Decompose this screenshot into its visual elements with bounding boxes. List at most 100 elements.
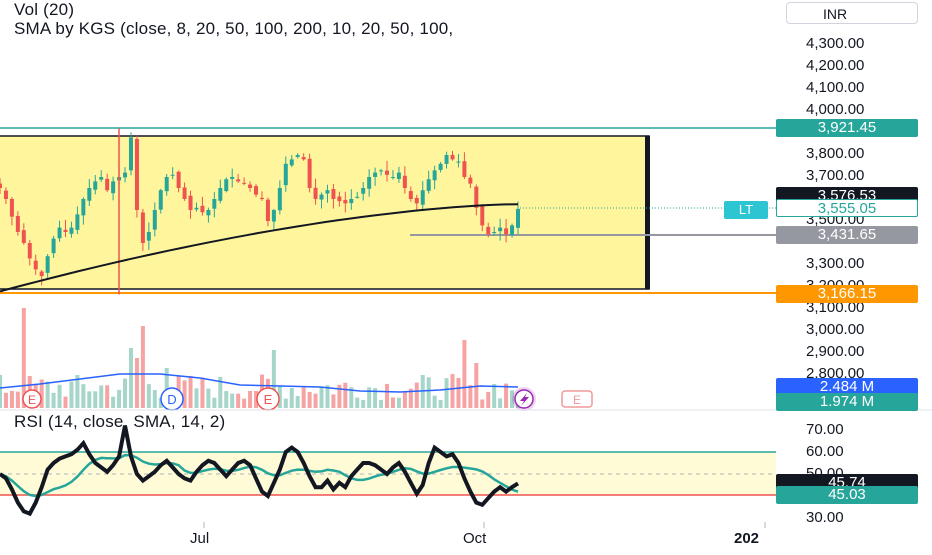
candle[interactable] [81,199,86,216]
event-marker-earnings-3[interactable]: E [561,390,593,408]
candle[interactable] [134,138,139,210]
rsi-ma-line[interactable] [0,453,519,498]
candle[interactable] [307,158,312,188]
rsi-line[interactable] [0,425,520,517]
volume-ma-line[interactable] [0,373,519,393]
candle[interactable] [27,243,32,259]
candle[interactable] [301,157,306,160]
candle[interactable] [57,227,62,239]
candle[interactable] [206,210,211,216]
candle[interactable] [123,172,128,178]
candle[interactable] [426,179,431,191]
candle[interactable] [337,196,342,202]
candle[interactable] [510,225,515,235]
candle[interactable] [450,154,455,160]
candle[interactable] [456,161,461,163]
candle[interactable] [158,190,163,210]
candle[interactable] [420,190,425,205]
event-marker-dividend[interactable]: D [160,387,184,411]
candle[interactable] [242,182,247,184]
candle[interactable] [63,229,68,232]
candle[interactable] [265,199,270,221]
candle[interactable] [319,194,324,200]
candle[interactable] [170,174,175,176]
candle[interactable] [367,177,372,189]
candle[interactable] [498,227,503,232]
candle[interactable] [0,183,2,188]
candle[interactable] [295,155,300,157]
candle[interactable] [15,216,20,232]
candle[interactable] [75,214,80,230]
candle[interactable] [343,199,348,204]
candle[interactable] [480,205,485,226]
candle[interactable] [432,170,437,181]
candle[interactable] [408,191,413,199]
candle[interactable] [188,195,193,210]
candle[interactable] [504,228,509,235]
candle[interactable] [277,188,282,211]
candle[interactable] [373,172,378,177]
candle[interactable] [93,181,98,190]
candle[interactable] [3,190,8,199]
candle[interactable] [355,196,360,198]
candle[interactable] [140,212,145,243]
candle[interactable] [390,177,395,178]
candle[interactable] [349,199,354,204]
candle[interactable] [128,137,133,171]
candle[interactable] [218,188,223,201]
volume-legend[interactable]: Vol (20) [14,0,75,19]
candle[interactable] [9,198,14,217]
candle[interactable] [283,163,288,186]
candle[interactable] [385,170,390,175]
candle[interactable] [271,210,276,222]
candle[interactable] [176,171,181,188]
candle[interactable] [313,187,318,199]
candle[interactable] [379,170,384,172]
candle[interactable] [468,177,473,184]
candle[interactable] [182,187,187,199]
candle[interactable] [289,159,294,166]
candle[interactable] [39,271,44,276]
lt-symbol-badge[interactable]: LT [724,201,768,219]
candle[interactable] [224,179,229,192]
candle[interactable] [105,178,110,191]
candle[interactable] [414,197,419,204]
candle[interactable] [236,179,241,182]
candle[interactable] [111,181,116,194]
candle[interactable] [492,232,497,233]
candle[interactable] [396,172,401,179]
candle[interactable] [21,230,26,243]
candle[interactable] [69,227,74,234]
candle[interactable] [200,205,205,213]
candle[interactable] [194,207,199,210]
candle[interactable] [444,155,449,164]
candle[interactable] [248,184,253,188]
sma-line[interactable] [0,203,519,293]
candle[interactable] [33,260,38,270]
candle[interactable] [402,175,407,188]
candle[interactable] [325,190,330,194]
candle[interactable] [87,188,92,201]
event-marker-flash[interactable] [512,387,536,411]
candle[interactable] [361,188,366,194]
candle[interactable] [212,199,217,209]
candle[interactable] [486,226,491,235]
candle[interactable] [254,186,259,195]
event-marker-earnings-2[interactable]: E [256,387,280,411]
candle[interactable] [99,177,104,180]
event-marker-earnings-1[interactable]: E [22,389,42,409]
candle[interactable] [259,197,264,199]
candle[interactable] [45,256,50,273]
candle[interactable] [152,210,157,230]
rsi-legend[interactable]: RSI (14, close, SMA, 14, 2) [14,412,226,431]
candle[interactable] [146,232,151,241]
candle[interactable] [462,161,467,177]
candle[interactable] [331,189,336,199]
candle[interactable] [516,208,520,228]
candle[interactable] [474,186,479,208]
candle[interactable] [438,163,443,170]
sma-legend[interactable]: SMA by KGS (close, 8, 20, 50, 100, 200, … [14,19,454,38]
candle[interactable] [164,177,169,192]
candle[interactable] [51,238,56,254]
